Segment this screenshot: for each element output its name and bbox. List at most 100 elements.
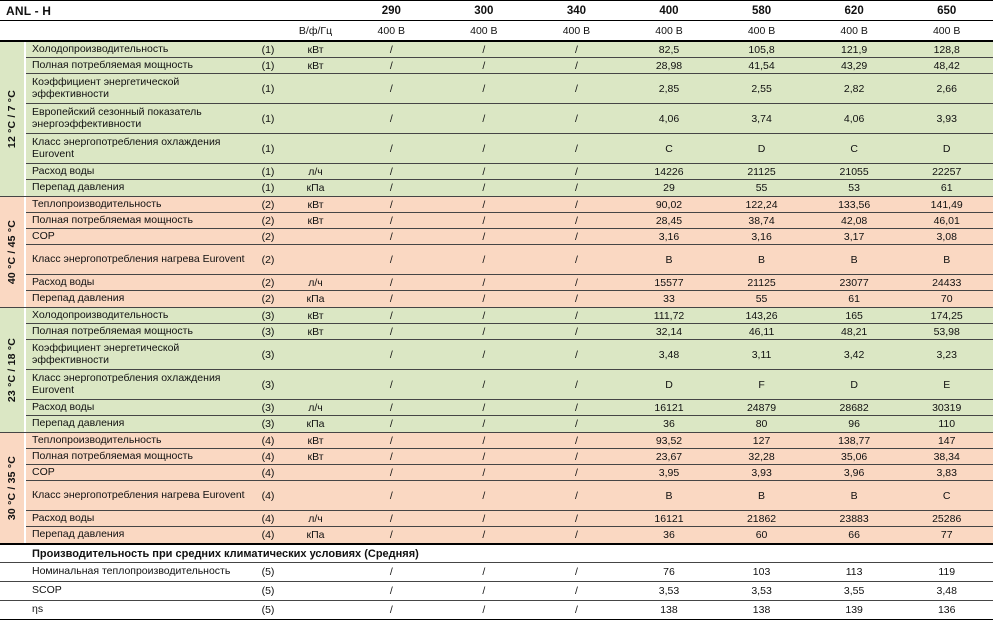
model-column-290: 290 (381, 4, 401, 17)
value-cell: 53,98 (933, 325, 960, 338)
value-cell: / (389, 182, 393, 194)
temp-range-strip: 30 °C / 35 °C (0, 433, 26, 543)
value-cell: 36 (663, 529, 675, 541)
value-cell: 36 (663, 418, 675, 430)
value-cell: 3,16 (658, 230, 680, 243)
value-cell: / (574, 165, 578, 178)
value-cell: / (574, 182, 578, 194)
value-cell: / (389, 142, 393, 155)
row-label: Расход воды (32, 511, 95, 524)
value-cell: / (389, 59, 393, 72)
row-unit: кВт (307, 450, 324, 463)
value-cell: 3,48 (936, 585, 957, 597)
value-cell: 43,29 (840, 59, 868, 72)
row-footnote: (3) (261, 348, 275, 361)
value-cell: 30319 (932, 401, 962, 414)
value-cell: / (389, 401, 393, 414)
table-row: Перепад давления (1) кПа / / / 29 55 53 61 (26, 180, 993, 196)
value-cell: 48,42 (933, 59, 960, 72)
table-row: Холодопроизводительность (1) кВт / / / 82,5 105… (26, 42, 993, 58)
model-column-620: 620 (844, 4, 864, 17)
value-cell: 113 (845, 566, 863, 578)
value-cell: 21055 (839, 165, 869, 178)
value-cell: / (482, 59, 486, 72)
row-footnote: (3) (261, 309, 275, 322)
row-label: Полная потребляемая мощность (32, 213, 193, 226)
section-3: 23 °C / 18 °C Холодопроизводительность (3)… (0, 308, 993, 433)
value-cell: / (389, 43, 393, 56)
value-cell: / (389, 604, 393, 616)
value-cell: 61 (848, 293, 860, 305)
row-footnote: (4) (261, 529, 275, 541)
value-cell: 3,08 (936, 230, 957, 243)
section-rows: Теплопроизводительность (4) кВт / / / 93,52 127… (26, 433, 993, 543)
value-cell: / (574, 585, 578, 597)
row-label: Перепад давления (32, 528, 125, 541)
row-unit: кВт (307, 59, 324, 72)
section-2: 40 °C / 45 °C Теплопроизводительность (2) к… (0, 197, 993, 308)
value-cell: / (574, 566, 578, 578)
temp-range-label: 12 °C / 7 °C (6, 89, 18, 149)
row-unit: кВт (307, 43, 324, 56)
avg-climate-section: Производительность при средних климатиче… (0, 543, 993, 620)
value-cell: 24433 (932, 276, 962, 289)
table-row: COP (4) / / / 3,95 3,93 3,96 3,83 (26, 465, 993, 481)
value-cell: / (574, 230, 578, 243)
row-label: Класс энергопотребления охлаждения Eurov… (32, 371, 221, 396)
section-rows: Теплопроизводительность (2) кВт / / / 90,02 122… (26, 197, 993, 307)
row-footnote: (3) (261, 418, 275, 430)
value-cell: / (482, 82, 486, 95)
power-supply-650: 400 В (932, 24, 961, 37)
row-label: Теплопроизводительность (32, 433, 162, 446)
value-cell: 139 (845, 604, 863, 616)
value-cell: / (482, 230, 486, 243)
value-cell: 14226 (654, 165, 684, 178)
value-cell: 42,08 (840, 214, 868, 227)
value-cell: / (482, 450, 486, 463)
value-cell: / (389, 585, 393, 597)
value-cell: B (758, 253, 766, 266)
temp-range-strip: 12 °C / 7 °C (0, 42, 26, 196)
temp-range-strip: 23 °C / 18 °C (0, 308, 26, 432)
row-footnote: (2) (261, 253, 275, 266)
value-cell: 4,06 (843, 112, 865, 125)
value-cell: 76 (663, 566, 675, 578)
value-cell: / (574, 325, 578, 338)
row-label: Класс энергопотребления нагрева Eurovent (32, 488, 245, 501)
value-cell: 16121 (654, 401, 684, 414)
row-label: Теплопроизводительность (32, 197, 162, 210)
table-row: Расход воды (3) л/ч / / / 16121 24879 28682 30319 (26, 400, 993, 416)
value-cell: C (850, 142, 858, 155)
value-cell: / (389, 434, 393, 447)
value-cell: 133,56 (838, 198, 871, 211)
value-cell: / (574, 214, 578, 227)
value-cell: / (574, 401, 578, 414)
value-cell: 22257 (932, 165, 962, 178)
value-cell: / (482, 142, 486, 155)
value-cell: B (758, 489, 766, 502)
temp-range-strip: 40 °C / 45 °C (0, 197, 26, 307)
value-cell: / (574, 604, 578, 616)
table-row: Холодопроизводительность (3) кВт / / / 111,72 1… (26, 308, 993, 324)
value-cell: 110 (938, 418, 956, 430)
value-cell: 136 (937, 604, 956, 616)
value-cell: / (574, 198, 578, 211)
model-column-300: 300 (474, 4, 494, 17)
value-cell: / (482, 309, 486, 322)
value-cell: 38,74 (748, 214, 775, 227)
row-footnote: (1) (261, 112, 275, 125)
value-cell: 3,48 (658, 348, 680, 361)
value-cell: / (482, 276, 486, 289)
value-cell: / (482, 512, 486, 525)
row-unit: кВт (307, 309, 324, 322)
value-cell: / (574, 489, 578, 502)
value-cell: 53 (848, 182, 860, 194)
value-cell: 122,24 (745, 198, 778, 211)
value-cell: / (482, 43, 486, 56)
table-row: ηs (5) / / / 138 138 139 136 (0, 601, 993, 620)
value-cell: 82,5 (658, 43, 680, 56)
value-cell: / (574, 82, 578, 95)
value-cell: 23883 (839, 512, 869, 525)
power-supply-row: В/ф/Гц 400 В 400 В 400 В 400 В 400 В 400 В 400… (0, 21, 993, 42)
